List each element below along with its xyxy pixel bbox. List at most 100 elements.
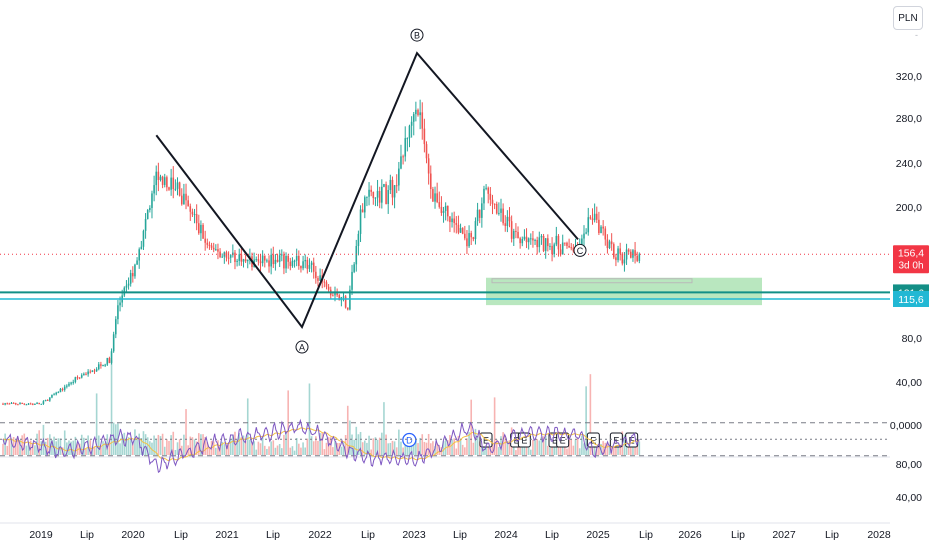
volume-bar xyxy=(202,434,204,455)
candle-body xyxy=(442,210,445,213)
currency-button[interactable]: PLN xyxy=(893,6,923,30)
volume-bar xyxy=(153,435,155,455)
candle-body xyxy=(153,185,155,194)
candle-body xyxy=(564,242,566,244)
candle-body xyxy=(238,254,241,261)
volume-bar xyxy=(498,447,500,455)
volume-bar xyxy=(170,435,172,455)
volume-bar xyxy=(585,386,587,455)
candle-body xyxy=(210,245,213,248)
earnings-marker-label: E xyxy=(521,436,527,446)
candle-body xyxy=(506,216,509,226)
volume-bar xyxy=(293,450,296,455)
candle-body xyxy=(57,392,60,394)
volume-bar xyxy=(504,435,507,455)
candle-body xyxy=(472,237,475,240)
volume-bar xyxy=(53,436,55,455)
volume-bar xyxy=(425,442,428,455)
price-axis-tick: 240,0 xyxy=(896,158,922,170)
candle-body xyxy=(6,403,9,405)
candle-body xyxy=(10,402,13,404)
candle-body xyxy=(461,228,464,234)
price-axis-tick: 200,0 xyxy=(896,202,922,214)
time-axis-label: Lip xyxy=(639,529,653,541)
candle-body xyxy=(547,238,549,247)
volume-bar xyxy=(225,444,228,455)
time-axis-label: 2024 xyxy=(494,529,518,541)
candle-body xyxy=(366,196,368,198)
candle-body xyxy=(155,171,158,186)
volume-bar xyxy=(38,430,40,455)
volume-bar xyxy=(578,448,581,455)
candle-body xyxy=(261,255,264,264)
volume-bar xyxy=(208,447,211,455)
candle-body xyxy=(581,238,583,246)
candle-body xyxy=(217,249,219,252)
candle-body xyxy=(385,184,387,204)
volume-bar xyxy=(355,426,358,455)
volume-bar xyxy=(319,433,321,455)
volume-bar xyxy=(602,441,604,455)
candle-body xyxy=(183,193,185,205)
volume-bar xyxy=(491,442,494,455)
level-badge-lower xyxy=(893,290,929,307)
candle-body xyxy=(457,224,460,233)
volume-bar xyxy=(608,444,611,455)
volume-bar xyxy=(485,444,487,455)
volume-bar xyxy=(630,442,632,455)
candle-body xyxy=(19,403,21,405)
candle-body xyxy=(268,260,270,267)
volume-bar xyxy=(598,440,600,455)
candle-body xyxy=(168,187,170,190)
volume-bar xyxy=(21,435,23,455)
candle-body xyxy=(55,392,58,395)
candle-body xyxy=(602,226,604,229)
candle-body xyxy=(412,114,415,122)
volume-bar xyxy=(119,443,121,455)
volume-bar xyxy=(51,439,53,455)
candle-body xyxy=(144,219,147,231)
candle-body xyxy=(338,295,341,301)
candle-body xyxy=(300,265,302,269)
volume-bar xyxy=(321,432,324,455)
candle-body xyxy=(295,255,298,261)
volume-bar xyxy=(381,432,383,455)
candle-body xyxy=(17,404,19,406)
volume-bar xyxy=(572,445,575,455)
volume-bar xyxy=(298,443,300,455)
candle-body xyxy=(361,209,364,213)
volume-bar xyxy=(276,445,279,455)
candle-body xyxy=(317,278,319,281)
volume-bar xyxy=(163,446,166,455)
earnings-marker-label: E xyxy=(590,436,596,446)
candle-body xyxy=(46,400,49,402)
volume-bar xyxy=(10,438,13,455)
candle-body xyxy=(80,375,83,378)
volume-bar xyxy=(415,438,417,455)
candle-body xyxy=(127,283,130,286)
volume-bar xyxy=(400,441,402,455)
volume-bar xyxy=(142,431,145,455)
time-axis-label: 2021 xyxy=(215,529,239,541)
candle-body xyxy=(283,254,285,269)
candle-body xyxy=(68,383,70,386)
candle-body xyxy=(478,209,481,218)
volume-bar xyxy=(495,439,498,455)
volume-bar xyxy=(455,448,458,455)
candle-body xyxy=(540,235,543,238)
candle-body xyxy=(521,239,524,244)
volume-bar xyxy=(540,436,543,455)
candle-body xyxy=(40,403,43,405)
volume-bar xyxy=(317,440,319,455)
candle-body xyxy=(346,307,349,310)
candle-body xyxy=(451,218,453,223)
candle-body xyxy=(508,216,511,222)
time-axis-label: Lip xyxy=(545,529,559,541)
volume-bar xyxy=(398,429,400,455)
volume-bar xyxy=(574,439,577,455)
volume-bar xyxy=(534,438,536,455)
candle-body xyxy=(334,293,336,296)
candle-body xyxy=(21,403,23,405)
